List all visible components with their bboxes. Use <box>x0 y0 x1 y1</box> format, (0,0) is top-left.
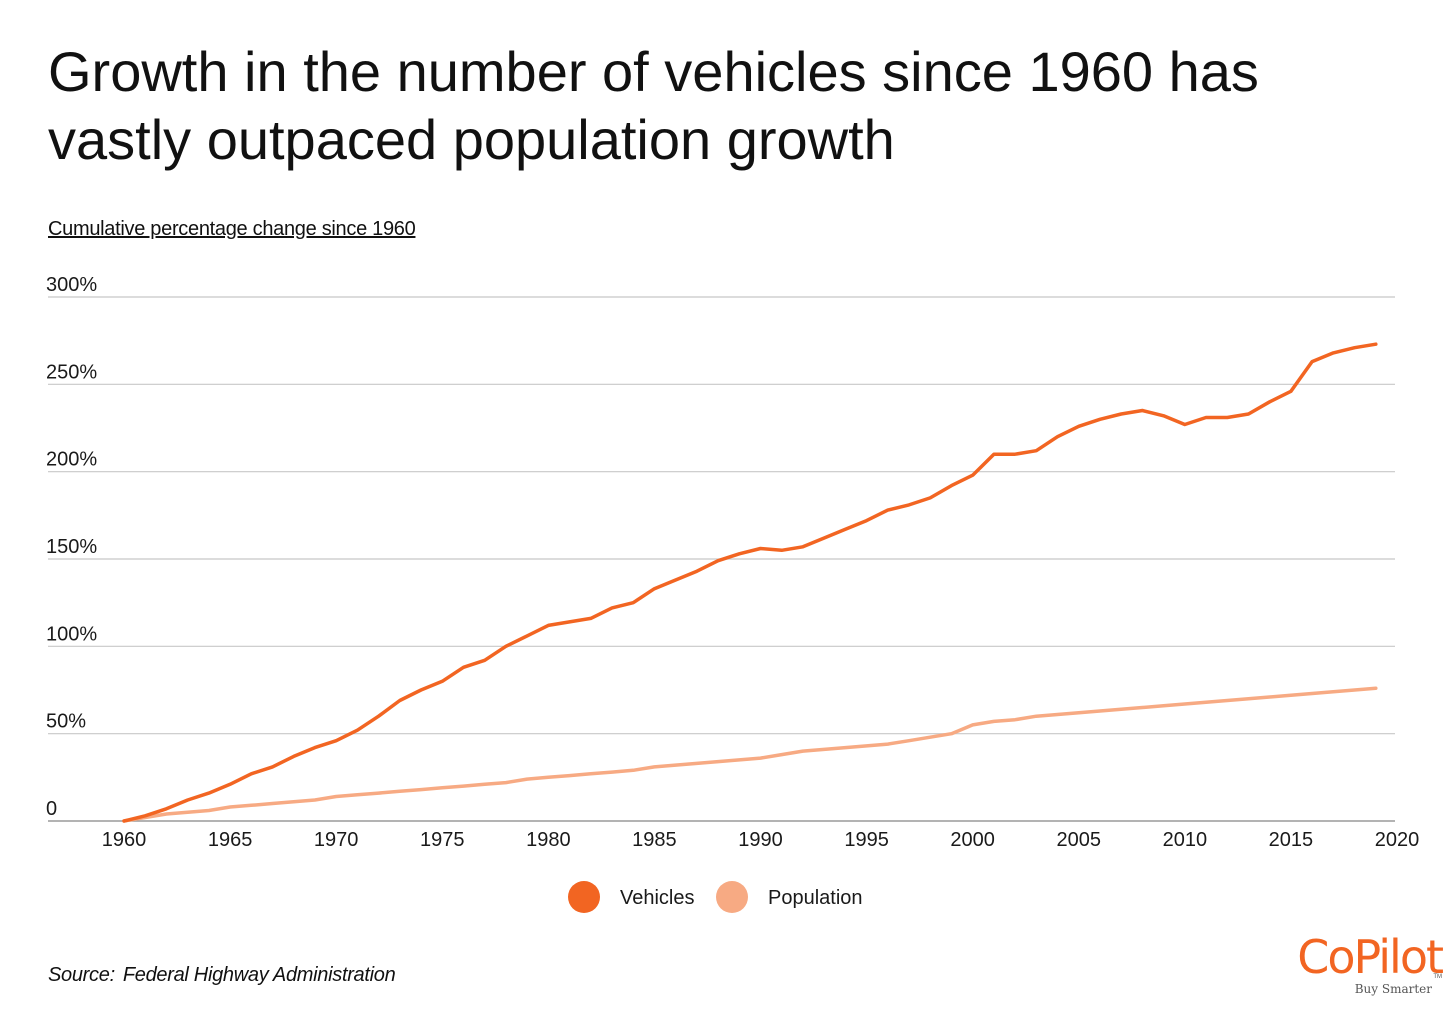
x-tick-label: 1970 <box>314 829 359 851</box>
logo-text: CoPilot <box>1297 930 1444 984</box>
series-line-population <box>122 686 1378 823</box>
x-tick-label: 1980 <box>526 829 571 851</box>
series-lines <box>122 342 1378 823</box>
source-note: Source: Federal Highway Administration <box>48 964 403 987</box>
x-tick-label: 2010 <box>1163 829 1208 851</box>
chart-title: Growth in the number of vehicles since 1… <box>48 40 1259 171</box>
x-tick-label: 1990 <box>738 829 783 851</box>
x-tick-label: 2000 <box>950 829 995 851</box>
x-tick-label: 1960 <box>102 829 147 851</box>
y-tick-label: 200% <box>46 449 97 471</box>
legend-swatch-population <box>716 881 748 913</box>
x-tick-label: 2020 <box>1375 829 1420 851</box>
x-tick-label: 2005 <box>1057 829 1102 851</box>
x-tick-label: 1975 <box>420 829 465 851</box>
y-tick-label: 300% <box>46 274 97 296</box>
y-tick-label: 150% <box>46 536 97 558</box>
y-tick-label: 50% <box>46 711 86 733</box>
line-chart: 0 50% 100% 150% 200% 250% 300% 1960 1965 1970 197… <box>46 274 1420 913</box>
source-text: Federal Highway Administration <box>122 964 396 986</box>
y-tick-label: 100% <box>46 623 97 645</box>
y-tick-label: 250% <box>46 361 97 383</box>
x-tick-label: 1965 <box>208 829 253 851</box>
legend: Vehicles Population <box>568 881 863 913</box>
x-tick-label: 2015 <box>1269 829 1314 851</box>
y-axis-ticks: 0 50% 100% 150% 200% 250% 300% <box>46 274 97 820</box>
logo-trademark: TM <box>1433 974 1442 980</box>
x-tick-label: 1985 <box>632 829 677 851</box>
source-label: Source: <box>48 964 115 986</box>
y-tick-label: 0 <box>46 798 57 820</box>
legend-label-vehicles: Vehicles <box>620 887 695 909</box>
x-tick-label: 1995 <box>844 829 889 851</box>
logo-tagline: Buy Smarter <box>1354 982 1432 996</box>
chart-subtitle: Cumulative percentage change since 1960 <box>48 218 416 240</box>
series-line-vehicles <box>122 342 1378 823</box>
legend-swatch-vehicles <box>568 881 600 913</box>
x-axis-ticks: 1960 1965 1970 1975 1980 1985 1990 1995 2000 2005… <box>102 829 1420 851</box>
copilot-logo: CoPilot TM Buy Smarter <box>1262 930 1444 1000</box>
legend-label-population: Population <box>768 887 863 909</box>
